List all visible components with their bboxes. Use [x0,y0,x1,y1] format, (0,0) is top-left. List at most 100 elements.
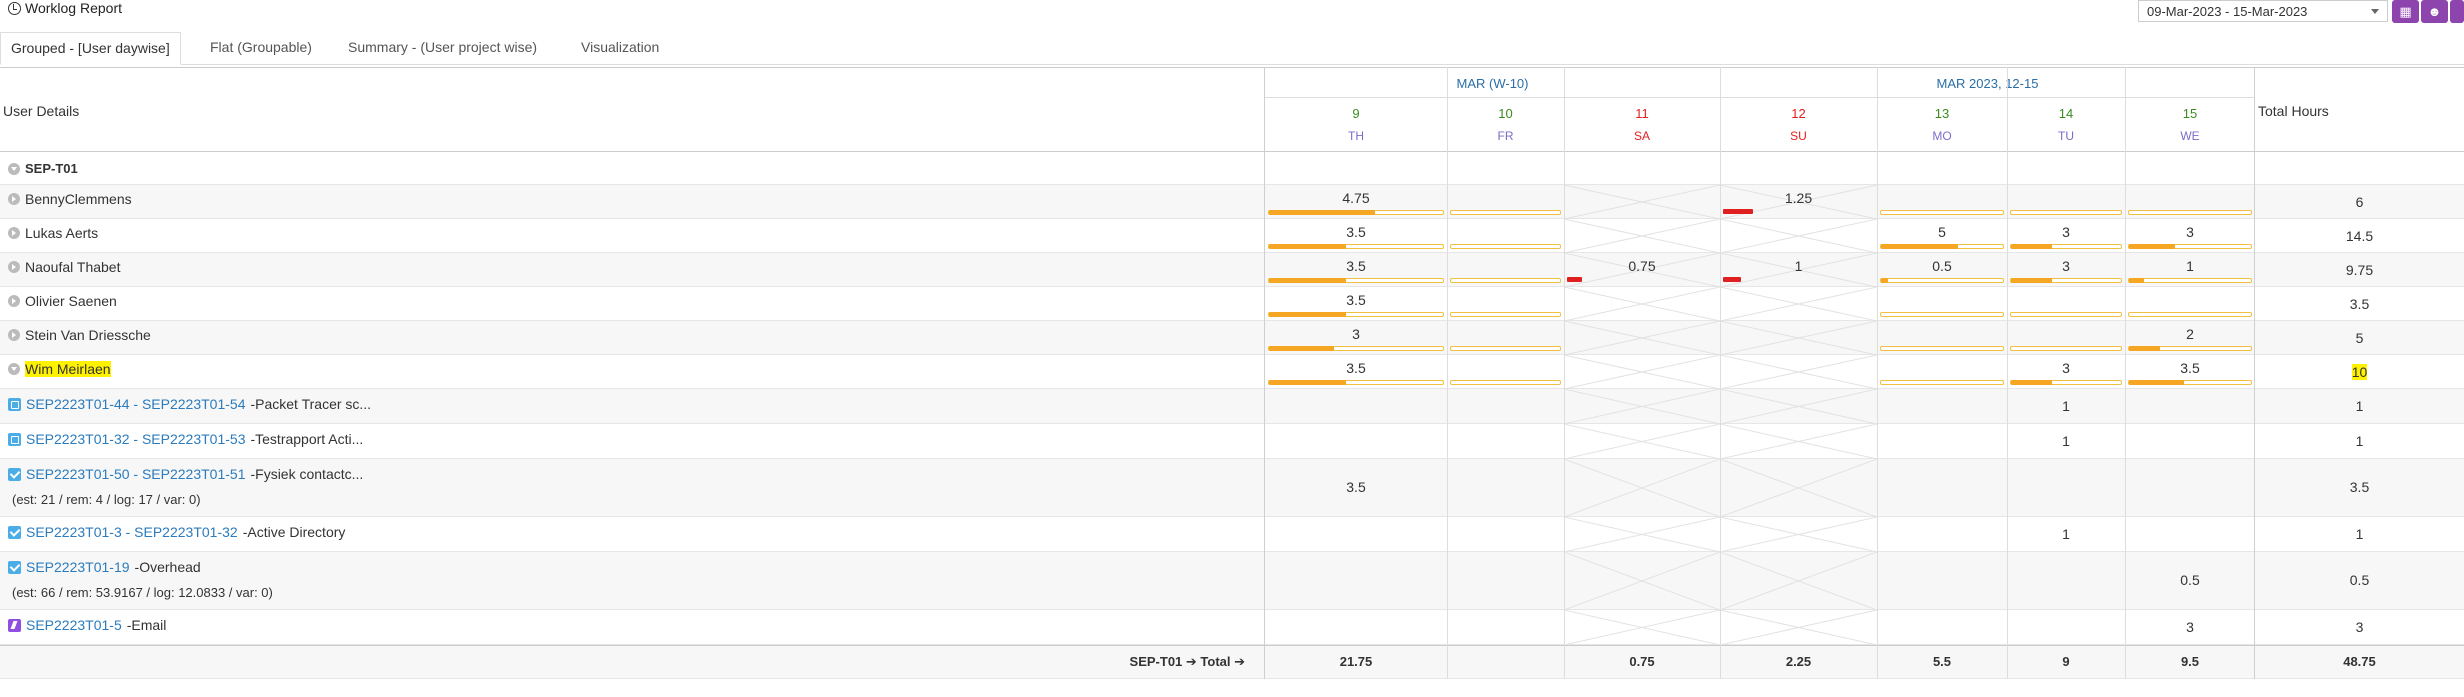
issue-row: SEP2223T01-3 - SEP2223T01-32 -Active Dir… [0,517,2464,552]
issue-key-link[interactable]: SEP2223T01-3 - SEP2223T01-32 [26,524,238,540]
hours-cell: 3.5 [1346,360,1366,376]
expand-icon[interactable] [8,193,20,205]
issue-summary: -Testrapport Acti... [250,431,364,447]
issue-summary: -Overhead [134,559,201,575]
day-total: 0.75 [1629,654,1655,669]
issue-key-link[interactable]: SEP2223T01-50 - SEP2223T01-51 [26,466,246,482]
hours-cell: 0.5 [1932,258,1952,274]
progress-bar [1880,278,2004,283]
progress-bar [2128,346,2252,351]
day-number: 11 [1635,106,1649,121]
issue-label: SEP2223T01-44 - SEP2223T01-54 -Packet Tr… [8,396,371,412]
hours-cell: 1 [2062,526,2070,542]
progress-bar [2128,210,2252,215]
weekend-cell [1720,517,1877,552]
progress-bar [2010,278,2122,283]
hours-cell: 1 [2062,433,2070,449]
user-name-text: Lukas Aerts [25,225,99,241]
expand-icon[interactable] [8,329,20,341]
day-total: 2.25 [1785,654,1812,669]
progress-bar [1268,210,1444,215]
group-name: SEP-T01 [25,161,78,176]
issue-label: SEP2223T01-3 - SEP2223T01-32 -Active Dir… [8,524,345,540]
issue-total: 1 [2355,398,2364,414]
calendar-icon[interactable]: ▦ [2392,0,2419,23]
weekend-cell [1564,459,1720,517]
progress-bar [1268,244,1444,249]
progress-fill [1723,277,1741,282]
tab-summary-user-project[interactable]: Summary - (User project wise) [348,39,538,55]
user-row: Lukas Aerts 3.5 5 3 3 14.5 [0,219,2464,253]
day-name: TH [1348,129,1364,143]
day-name: SA [1633,129,1650,143]
user-total-text: 14.5 [2345,228,2374,244]
day-total: 9.5 [2180,654,2200,669]
day-number: 12 [1791,106,1806,121]
issue-key-link[interactable]: SEP2223T01-32 - SEP2223T01-53 [26,431,246,447]
user-name[interactable]: Naoufal Thabet [8,259,120,275]
issue-key-link[interactable]: SEP2223T01-44 - SEP2223T01-54 [26,396,246,412]
grand-total: 48.75 [2343,654,2376,669]
user-name-text: Naoufal Thabet [25,259,121,275]
user-total-text: 9.75 [2345,262,2374,278]
day-number: 13 [1934,106,1950,121]
report-tabs: Grouped - [User daywise] Flat (Groupable… [0,32,2464,65]
progress-fill [2011,380,2052,385]
weekend-cell [1564,424,1720,459]
hours-cell: 3 [2062,258,2070,274]
collapse-icon[interactable] [8,363,20,375]
weekend-cell [1720,355,1877,389]
subtask-icon [8,432,21,446]
progress-bar [1268,346,1444,351]
weekend-cell [1720,253,1877,287]
expand-icon[interactable] [8,295,20,307]
more-icon[interactable] [2450,0,2464,23]
issue-summary: -Fysiek contactc... [250,466,364,482]
user-name[interactable]: Wim Meirlaen [8,361,111,377]
issue-total: 3.5 [2349,479,2370,495]
issue-estimate-meta: (est: 66 / rem: 53.9167 / log: 12.0833 /… [12,585,273,600]
users-icon[interactable]: ☻ [2421,0,2448,23]
weekend-cell [1720,287,1877,321]
user-total-text: 10 [2351,364,2368,380]
day-total: 21.75 [1339,654,1373,669]
user-name[interactable]: Lukas Aerts [8,225,98,241]
hours-cell: 4.75 [1342,190,1370,206]
user-total: 5 [2255,330,2464,346]
user-name-text: Stein Van Driessche [25,327,151,343]
issue-row: SEP2223T01-5 -Email 3 3 [0,610,2464,645]
hours-cell: 3 [2186,224,2194,240]
progress-bar [1567,277,1717,283]
user-name[interactable]: Stein Van Driessche [8,327,151,343]
hours-cell: 0.75 [1628,258,1656,274]
issue-key-link[interactable]: SEP2223T01-19 [26,559,130,575]
progress-fill [1881,244,1958,249]
group-row: SEP-T01 [0,152,2464,185]
column-divider [2254,67,2255,679]
group-label[interactable]: SEP-T01 [8,161,78,176]
expand-icon[interactable] [8,261,20,273]
hours-cell: 0.5 [2180,572,2200,588]
page-title-text: Worklog Report [25,0,123,16]
issue-key-link[interactable]: SEP2223T01-5 [26,617,122,633]
weekend-cell [1720,219,1877,253]
group-total-label: SEP-T01 ➔ Total ➔ [1129,654,1245,669]
collapse-icon[interactable] [8,162,20,175]
user-name[interactable]: Olivier Saenen [8,293,117,309]
day-name: WE [2180,129,2200,143]
progress-bar [1268,278,1444,283]
user-total: 6 [2255,194,2464,210]
user-name[interactable]: BennyClemmens [8,191,132,207]
column-divider [1447,67,1448,679]
tab-flat-groupable[interactable]: Flat (Groupable) [210,39,312,55]
date-range-picker[interactable]: 09-Mar-2023 - 15-Mar-2023 [2138,0,2388,22]
progress-bar [1450,244,1561,249]
tab-visualization[interactable]: Visualization [581,39,660,55]
user-total-text: 5 [2355,330,2364,346]
tab-grouped-user-daywise[interactable]: Grouped - [User daywise] [0,32,181,65]
expand-icon[interactable] [8,227,20,239]
day-total: 5.5 [1932,654,1952,669]
user-row: Olivier Saenen 3.5 3.5 [0,287,2464,321]
column-divider [1264,67,1265,679]
weekend-cell [1720,610,1877,645]
